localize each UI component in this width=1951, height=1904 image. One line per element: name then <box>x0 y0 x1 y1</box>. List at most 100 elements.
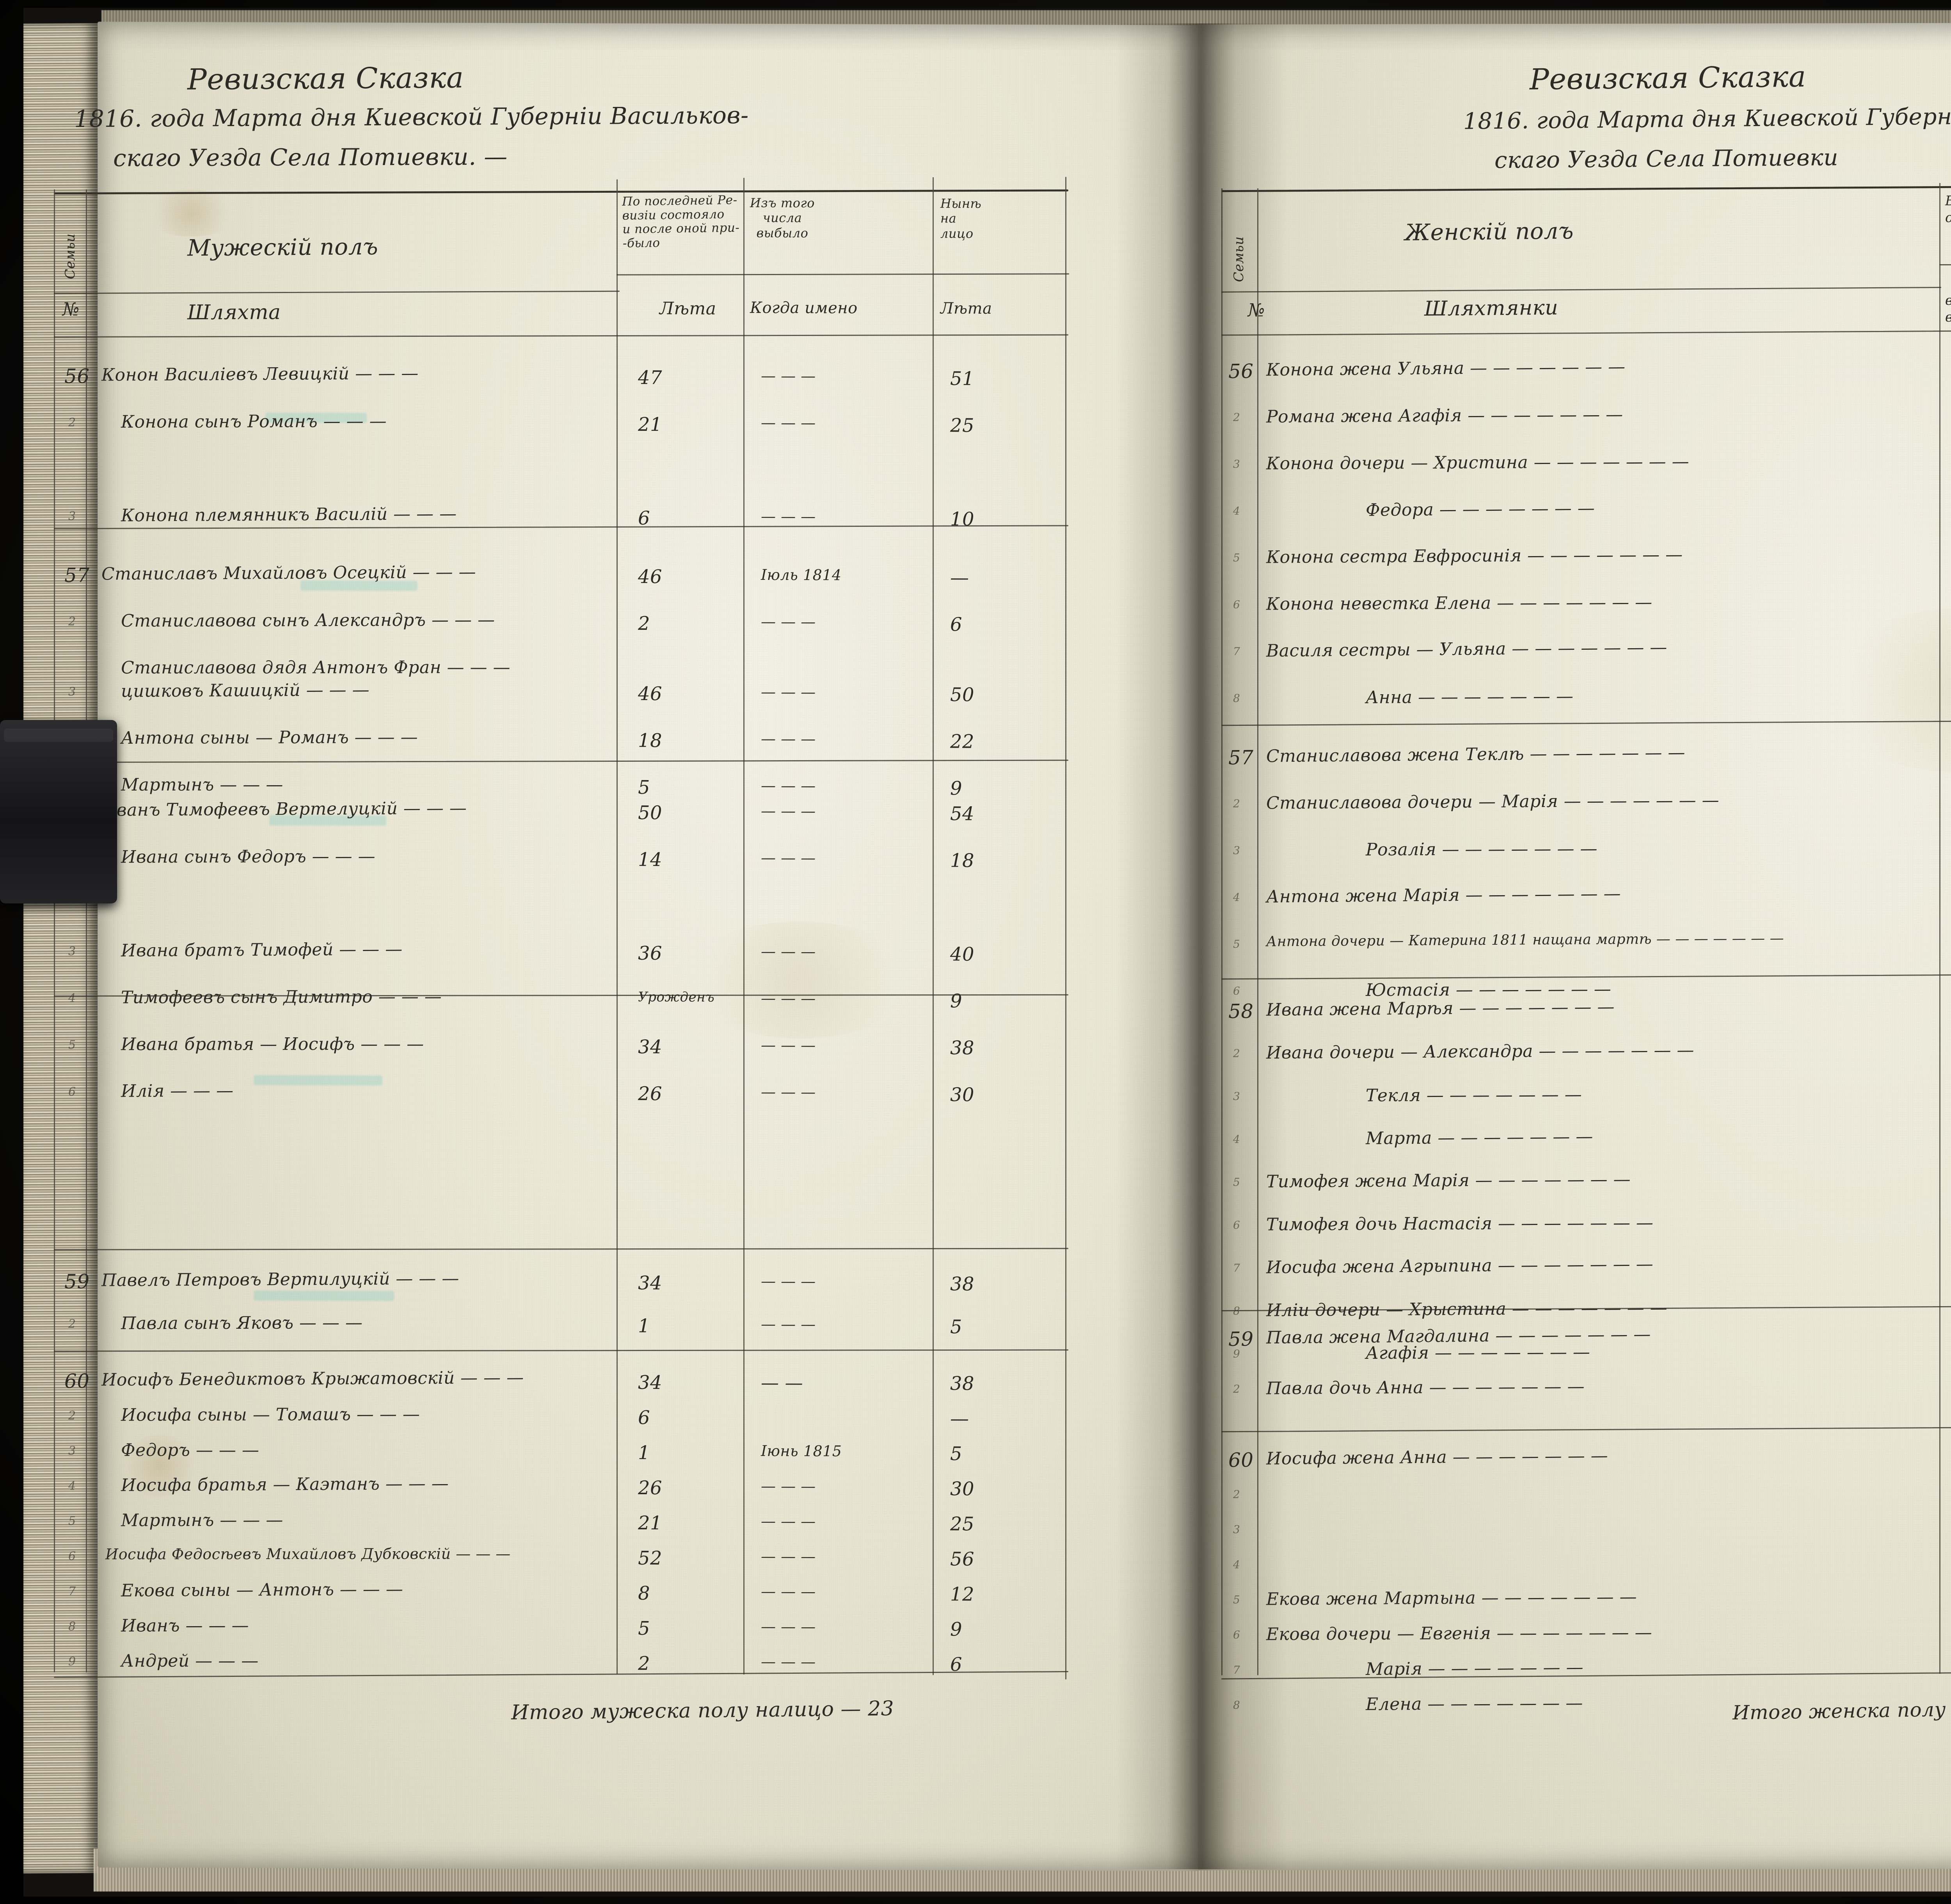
row-now-age: 30 <box>950 1478 974 1500</box>
row-name: Илiи дочери — Хрыстина — — — — — — — <box>1266 1298 1667 1321</box>
row-name: Станиславъ Михайловъ Осецкiй — — — <box>101 562 476 584</box>
row-now-age: 30 <box>950 1084 974 1106</box>
row-name: Иосифа жена Анна — — — — — — — <box>1266 1446 1608 1469</box>
row-now-age: 25 <box>950 414 974 436</box>
row-seq-number: 8 <box>68 1620 76 1633</box>
row-name: Антона жена Марiя — — — — — — — <box>1266 884 1621 907</box>
row-removed-when: Iюнь 1815 <box>761 1442 842 1460</box>
row-now-age: 40 <box>950 943 974 965</box>
row-name: Василя сестры — Ульяна — — — — — — — <box>1266 637 1667 661</box>
header-rule-3 <box>1221 329 1951 336</box>
row-seq-number: 5 <box>1233 1593 1240 1606</box>
row-now-age: 5 <box>950 1443 962 1465</box>
col-sep-absent <box>1939 183 1940 1674</box>
row-name: Тимофея жена Марiя — — — — — — — <box>1266 1170 1631 1192</box>
row-seq-number: 2 <box>1233 411 1240 424</box>
col-header-removed-when: Когда имено <box>750 299 858 317</box>
row-name: Конона сестра Евфросинiя — — — — — — — <box>1266 545 1683 567</box>
row-prev-age: 46 <box>638 566 662 588</box>
row-name: Павла дочь Анна — — — — — — — <box>1266 1376 1585 1398</box>
row-now-age: 9 <box>950 990 962 1012</box>
row-seq-number: 5 <box>1233 551 1240 564</box>
header-rule-1 <box>1221 287 1941 293</box>
col-header-absent: Во временныхъ отлучкахъ <box>1945 192 1951 226</box>
row-removed-when: — — — <box>761 683 816 700</box>
left-page-title: Ревизская Сказка <box>187 61 464 96</box>
row-seq-number: 7 <box>1233 645 1240 658</box>
header-rule-3 <box>54 334 1068 338</box>
row-removed-when: — — — <box>761 1583 816 1600</box>
row-name: Федора — — — — — — — <box>1366 498 1595 520</box>
row-now-age: — <box>950 1408 969 1429</box>
row-name: Ивана братья — Иосифъ — — — <box>121 1034 424 1054</box>
row-now-age: 50 <box>950 684 974 706</box>
right-page-subtitle-1: 1816. года Марта дня Киевской Губернiи В… <box>1463 101 1951 135</box>
col-header-section: Мужескiй полъ <box>187 233 378 261</box>
table-bottom-rule <box>1221 1670 1951 1680</box>
col-header-prev-revision: По последней Ре- визiи состояло и после … <box>622 194 740 251</box>
row-removed-when: — — — <box>761 1513 816 1530</box>
col-header-prev-age: Лѣта <box>659 299 716 318</box>
row-prev-age: 46 <box>638 683 662 705</box>
row-group-number: 60 <box>1228 1449 1254 1472</box>
row-name: Романа жена Агафiя — — — — — — — <box>1266 405 1623 427</box>
row-now-age: 22 <box>950 731 974 752</box>
table-left-border <box>54 189 55 1672</box>
row-name: Марта — — — — — — — <box>1366 1127 1593 1148</box>
row-seq-number: 8 <box>1233 1305 1240 1317</box>
row-prev-age: 14 <box>638 849 662 871</box>
row-seq-number: 8 <box>1233 1699 1240 1712</box>
group-rule <box>54 1349 1068 1352</box>
row-seq-number: 9 <box>68 1655 76 1668</box>
row-name: Антона дочери — Катерина 1811 нащана мар… <box>1266 930 1784 950</box>
row-prev-age: 21 <box>638 1512 662 1534</box>
row-name: Иосифа Федосѣевъ Михайловъ Дубковскiй — … <box>105 1545 511 1563</box>
row-seq-number: 2 <box>1233 1047 1240 1060</box>
row-seq-number: 5 <box>68 1514 76 1528</box>
row-removed-when: — — — <box>761 849 816 866</box>
row-seq-number: 7 <box>68 1584 76 1598</box>
row-name: Иосифъ Бенедиктовъ Крыжатовскiй — — — <box>101 1368 524 1390</box>
table-right-border <box>1065 177 1066 1679</box>
col-header-seq: Семьи <box>62 233 78 279</box>
row-removed-when: — — <box>761 1372 803 1393</box>
group-rule <box>1221 1426 1951 1432</box>
right-total-line: Итого женска полу налицо — 29 <box>1732 1696 1951 1724</box>
row-seq-number: 3 <box>68 685 76 699</box>
col-header-seq: Семьи <box>1231 236 1247 282</box>
col-header-removed: Изъ того числа выбыло <box>750 196 815 241</box>
row-name: Тимофея дочь Настасiя — — — — — — — <box>1266 1213 1654 1235</box>
row-now-age: 51 <box>950 368 974 389</box>
row-seq-number: 3 <box>1233 458 1240 471</box>
col-sep-removed <box>743 178 745 1675</box>
row-now-age: 54 <box>950 803 974 825</box>
row-prev-age: 5 <box>638 777 650 798</box>
row-name: Павла сынъ Яковъ — — — <box>121 1313 363 1333</box>
row-now-age: 6 <box>950 1653 962 1675</box>
left-total-line: Итого мужеска полу налицо — 23 <box>511 1697 894 1724</box>
row-prev-age: 26 <box>638 1083 662 1105</box>
header-rule-2 <box>617 273 1069 275</box>
left-page-subtitle-2: скаго Уезда Села Потиевки. — <box>113 143 508 172</box>
row-name: Ивана братъ Тимофей — — — <box>121 939 403 961</box>
row-name: Анна — — — — — — — <box>1366 686 1574 708</box>
row-seq-number: 4 <box>1233 505 1240 517</box>
row-prev-age: 6 <box>638 1407 650 1429</box>
row-prev-age: 18 <box>638 730 662 752</box>
row-now-age: 6 <box>950 613 962 635</box>
row-removed-when: — — — <box>761 1653 816 1670</box>
page-clamp-left[interactable] <box>0 720 117 903</box>
row-name: Елена — — — — — — — <box>1366 1693 1583 1714</box>
row-now-age: 25 <box>950 1513 974 1535</box>
row-seq-number: 6 <box>68 1549 76 1563</box>
row-name: Конона сынъ Романъ — — — <box>121 411 387 432</box>
row-removed-when: — — — <box>761 367 816 384</box>
row-name: Иванъ Тимофеевъ Вертелуцкiй — — — <box>101 798 467 820</box>
row-seq-number: 2 <box>1233 1488 1240 1501</box>
row-seq-number: 3 <box>68 1444 76 1458</box>
row-prev-age: 52 <box>638 1547 662 1569</box>
row-seq-number: 3 <box>68 509 76 523</box>
row-now-age: 38 <box>950 1273 974 1295</box>
row-name: Иосифа сыны — Томашъ — — — <box>121 1404 420 1425</box>
row-removed-when: — — — <box>761 802 816 820</box>
